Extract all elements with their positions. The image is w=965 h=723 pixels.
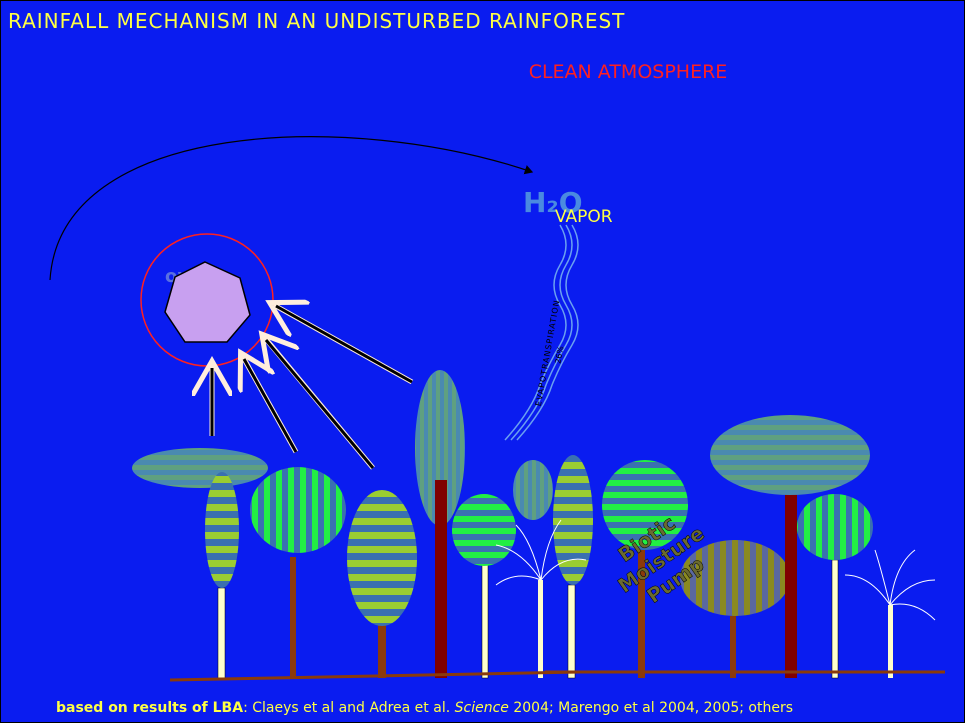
footer-bold: based on results of LBA — [56, 700, 243, 716]
title: RAINFALL MECHANISM IN AN UNDISTURBED RAI… — [8, 9, 625, 33]
footer-text: : Claeys et al and Adrea et al. — [243, 700, 455, 716]
footer-italic: Science — [455, 700, 509, 716]
footer: based on results of LBA: Claeys et al an… — [56, 700, 793, 716]
atmosphere-label: CLEAN ATMOSPHERE — [529, 61, 728, 83]
slide: RAINFALL MECHANISM IN AN UNDISTURBED RAI… — [0, 0, 965, 723]
vapor-label: VAPOR — [555, 207, 613, 227]
footer-text: 2004; Marengo et al 2004, 2005; others — [509, 700, 793, 716]
